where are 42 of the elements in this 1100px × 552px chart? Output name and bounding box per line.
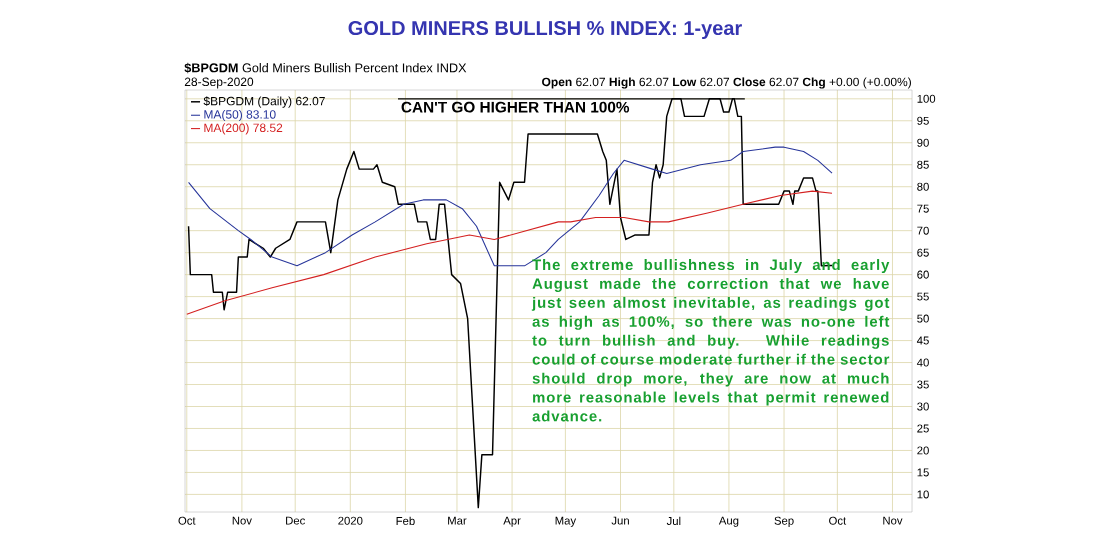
y-tick-label: 85: [917, 160, 929, 169]
x-tick-label: Oct: [829, 516, 847, 525]
y-tick-label: 35: [917, 380, 929, 389]
x-tick-label: Aug: [718, 516, 739, 527]
y-tick-label: 45: [916, 336, 929, 345]
text: Open 62.07 High 62.07 Low 62.07 Close 62.07 Chg +0.00 (+0.00%): [542, 77, 911, 89]
y-tick-label: 100: [917, 94, 936, 103]
ref-line-label: CAN'T GO HIGHER THAN 100%: [401, 101, 630, 113]
x-tick-label: Feb: [396, 516, 415, 526]
legend-label: $BPGDM (Daily) 62.07: [203, 96, 325, 108]
x-tick-label: May: [555, 516, 577, 527]
y-tick-label: 75: [917, 204, 929, 213]
y-tick-label: 10: [917, 490, 929, 499]
y-tick-label: 25: [917, 424, 929, 433]
x-tick-label: Jul: [666, 516, 681, 526]
x-tick-label: Mar: [448, 516, 467, 525]
legend-label: MA(50) 83.10: [204, 109, 276, 122]
y-tick-label: 55: [917, 292, 929, 301]
y-tick-label: 15: [917, 468, 929, 477]
chart-subtitle: $BPGDM Gold Miners Bullish Percent Index INDX: [184, 62, 467, 74]
x-tick-label: Nov: [883, 516, 903, 525]
chart-title: GOLD MINERS BULLISH % INDEX: 1-year: [348, 20, 742, 40]
legend-label: MA(200) 78.52: [204, 123, 283, 135]
y-tick-label: 70: [917, 226, 929, 235]
y-tick-label: 95: [917, 116, 929, 125]
y-tick-label: 65: [917, 248, 929, 257]
x-tick-label: Apr: [503, 516, 521, 527]
x-tick-label: 2020: [338, 516, 363, 525]
x-tick-label: Nov: [232, 516, 252, 525]
x-tick-label: Jun: [611, 516, 629, 525]
x-tick-label: Dec: [286, 516, 305, 525]
x-tick-label: Oct: [178, 516, 196, 525]
y-tick-label: 60: [917, 270, 929, 279]
y-tick-label: 30: [917, 402, 929, 411]
text: The extreme bullishness in July and early August made the correction that we have just seen almost inevitable, as readings got as high as 100%, so there was no-one left to turn bullish and buy. While readings could of course moderate further if the sector should drop more, they are now at much more reasonable levels that permit renewed advance.: [531, 259, 890, 422]
y-tick-label: 20: [917, 446, 929, 455]
x-tick-label: Sep: [774, 516, 794, 527]
text: 28-Sep-2020: [184, 77, 254, 89]
y-tick-label: 80: [917, 182, 929, 191]
y-tick-label: 50: [917, 314, 929, 323]
y-tick-label: 90: [917, 138, 929, 147]
y-tick-label: 40: [916, 358, 929, 367]
